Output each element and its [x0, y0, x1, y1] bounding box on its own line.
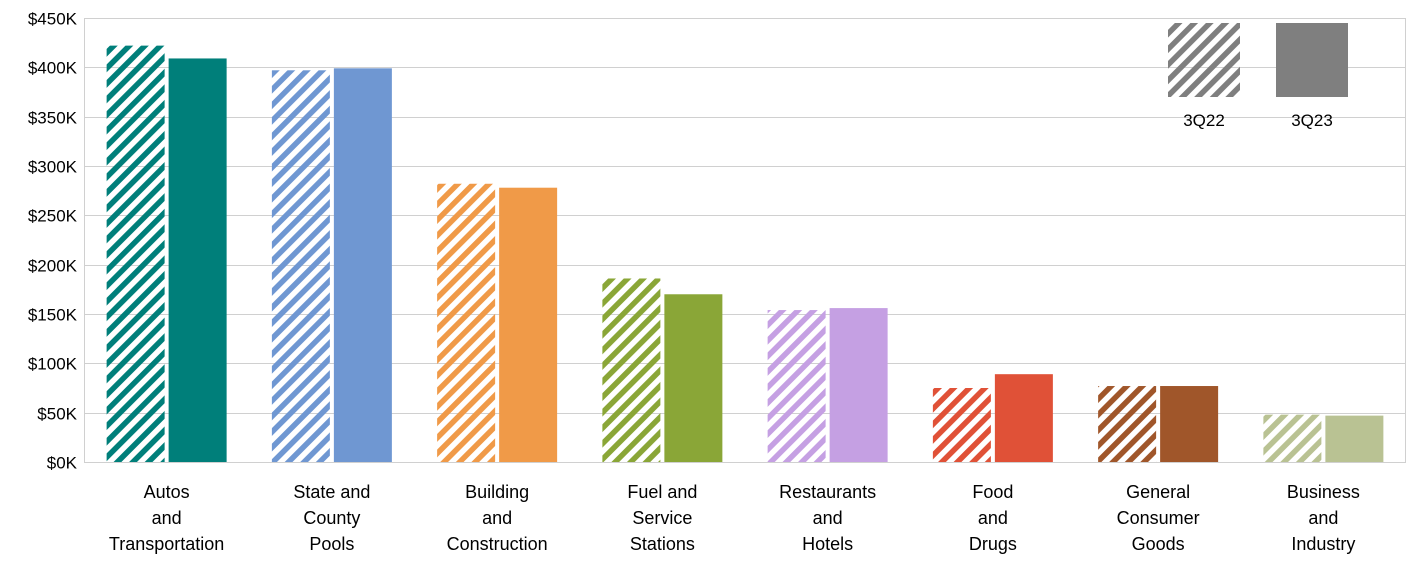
- y-tick-label: $200K: [28, 257, 78, 276]
- bar-3q22-4: [767, 310, 826, 462]
- y-tick-label: $250K: [28, 207, 78, 226]
- x-category-label-line: Building: [465, 482, 529, 502]
- x-category-label-line: Drugs: [969, 534, 1017, 554]
- bar-3q22-3: [602, 278, 661, 462]
- bar-3q22-0: [106, 45, 165, 462]
- x-axis-category-labels: Autos and Transportation State and County Poo…: [109, 482, 1360, 554]
- y-tick-label: $350K: [28, 109, 78, 128]
- bar-3q23-0: [168, 58, 227, 462]
- y-axis-tick-labels: $0K $50K $100K $150K $200K $250K $300K $350K $40…: [28, 10, 78, 473]
- bar-3q23-5: [994, 374, 1053, 462]
- x-category-label: Building and Construction: [447, 482, 548, 554]
- x-category-label-line: Industry: [1291, 534, 1355, 554]
- x-category-label-line: and: [813, 508, 843, 528]
- x-category-label: State and County Pools: [293, 482, 370, 554]
- bar-3q22-7: [1263, 414, 1322, 462]
- legend-swatch-3q22: [1168, 23, 1240, 97]
- x-category-label-line: and: [152, 508, 182, 528]
- y-tick-label: $450K: [28, 10, 78, 29]
- x-category-label: Autos and Transportation: [109, 482, 224, 554]
- x-category-label-line: and: [1308, 508, 1338, 528]
- x-category-label-line: and: [978, 508, 1008, 528]
- x-category-label-line: Pools: [309, 534, 354, 554]
- legend: 3Q22 3Q23: [1168, 23, 1348, 130]
- x-category-label-line: Hotels: [802, 534, 853, 554]
- y-tick-label: $50K: [37, 405, 77, 424]
- x-category-label: Restaurants and Hotels: [779, 482, 876, 554]
- x-category-label: General Consumer Goods: [1117, 482, 1200, 554]
- x-category-label-line: Goods: [1132, 534, 1185, 554]
- x-category-label-line: Business: [1287, 482, 1360, 502]
- y-tick-label: $150K: [28, 306, 78, 325]
- bar-3q23-2: [499, 187, 558, 462]
- x-category-label-line: Restaurants: [779, 482, 876, 502]
- legend-label-3q23: 3Q23: [1291, 111, 1333, 130]
- x-category-label-line: Stations: [630, 534, 695, 554]
- x-category-label: Food and Drugs: [969, 482, 1017, 554]
- y-tick-label: $100K: [28, 355, 78, 374]
- legend-label-3q22: 3Q22: [1183, 111, 1225, 130]
- x-category-label: Business and Industry: [1287, 482, 1360, 554]
- bar-3q23-4: [829, 308, 888, 462]
- y-tick-label: $0K: [47, 454, 78, 473]
- x-category-label-line: County: [303, 508, 360, 528]
- x-category-label: Fuel and Service Stations: [627, 482, 697, 554]
- bar-3q22-5: [932, 388, 991, 462]
- bar-3q23-7: [1325, 415, 1384, 462]
- x-category-label-line: Construction: [447, 534, 548, 554]
- legend-swatch-3q23: [1276, 23, 1348, 97]
- bars: [106, 45, 1384, 462]
- x-category-label-line: Autos: [144, 482, 190, 502]
- x-category-label-line: Transportation: [109, 534, 224, 554]
- x-category-label-line: Consumer: [1117, 508, 1200, 528]
- plot-area-border: [84, 18, 1406, 463]
- x-category-label-line: Food: [972, 482, 1013, 502]
- x-category-label-line: and: [482, 508, 512, 528]
- bar-3q22-2: [437, 183, 496, 462]
- y-tick-label: $300K: [28, 158, 78, 177]
- x-category-label-line: State and: [293, 482, 370, 502]
- bar-3q23-1: [333, 68, 392, 462]
- bar-3q23-6: [1160, 386, 1219, 462]
- y-tick-label: $400K: [28, 59, 78, 78]
- x-category-label-line: General: [1126, 482, 1190, 502]
- x-category-label-line: Service: [632, 508, 692, 528]
- x-category-label-line: Fuel and: [627, 482, 697, 502]
- bar-3q23-3: [664, 294, 723, 462]
- bar-3q22-6: [1098, 386, 1157, 462]
- bar-3q22-1: [271, 70, 330, 462]
